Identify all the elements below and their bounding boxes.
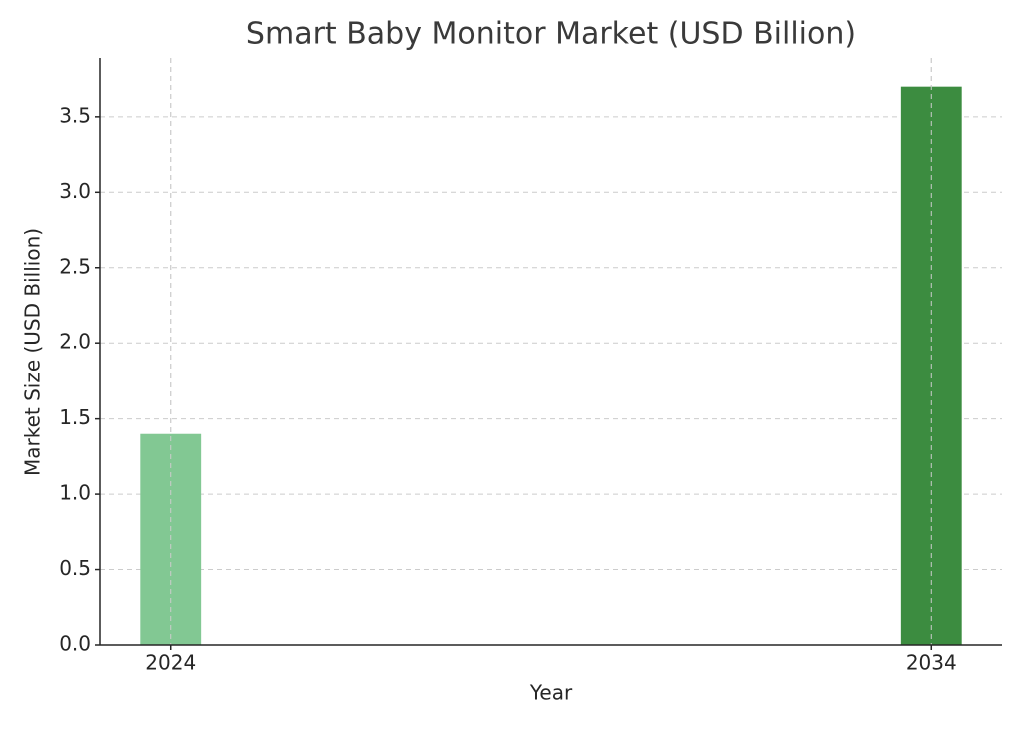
y-axis-label: Market Size (USD Billion) [21, 228, 45, 476]
y-tick-label: 0.5 [59, 556, 91, 580]
x-axis-label: Year [529, 681, 573, 705]
y-tick-label: 2.0 [59, 330, 91, 354]
y-tick-label: 1.5 [59, 405, 91, 429]
y-tick-label: 1.0 [59, 481, 91, 505]
y-tick-label: 3.0 [59, 179, 91, 203]
chart-title: Smart Baby Monitor Market (USD Billion) [246, 17, 856, 52]
x-tick-label: 2034 [906, 651, 957, 675]
y-tick-label: 2.5 [59, 254, 91, 278]
x-tick-label: 2024 [145, 651, 196, 675]
y-tick-label: 0.0 [59, 632, 91, 656]
y-tick-label: 3.5 [59, 103, 91, 127]
